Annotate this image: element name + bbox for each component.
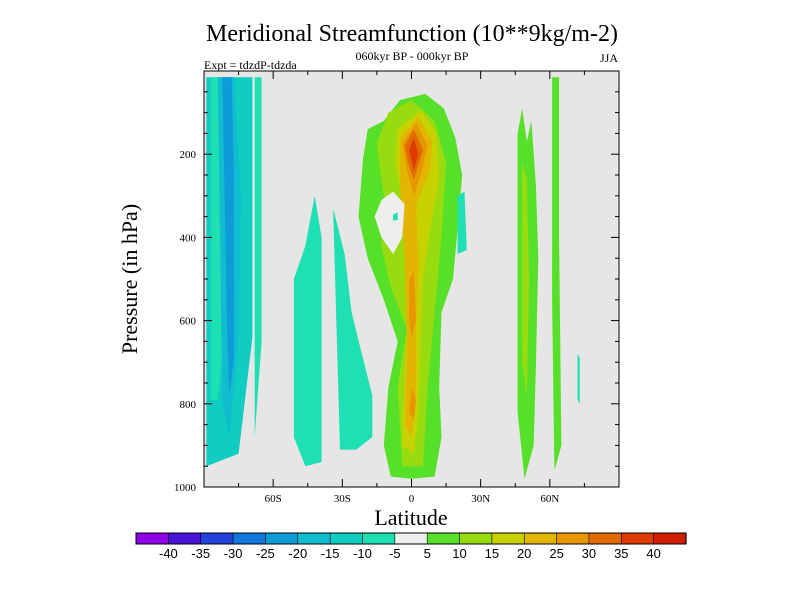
contour-region-20 (522, 162, 530, 396)
colorbar-label: -15 (321, 546, 340, 561)
colorbar-swatch (491, 532, 525, 545)
colorbar-swatch (620, 532, 655, 545)
colorbar-label: -10 (353, 546, 372, 561)
contour-region-5 (293, 195, 322, 467)
colorbar-label: -40 (159, 546, 178, 561)
contour-fill-layer (206, 77, 580, 479)
subtitle-center: 060kyr BP - 000kyr BP (356, 49, 469, 63)
x-tick-label: 0 (409, 493, 415, 505)
colorbar: -40 -35 -30 -25 -20 -15 -10 -5 5 10 15 20 25 30 35 40 (135, 532, 687, 561)
y-tick-label: 600 (180, 316, 197, 328)
chart-title: Meridional Streamfunction (10**9kg/m-2) (206, 21, 618, 47)
colorbar-label: 30 (582, 546, 596, 561)
colorbar-swatch (265, 532, 299, 545)
colorbar-label: -30 (224, 546, 243, 561)
colorbar-swatch (394, 532, 428, 545)
contour-region-15 (409, 137, 419, 171)
colorbar-label: 35 (614, 546, 628, 561)
colorbar-swatch (523, 532, 558, 545)
colorbar-swatch (459, 532, 493, 545)
colorbar-swatch (426, 532, 461, 545)
experiment-label: Expt = tdzdP-tdzda (204, 58, 297, 72)
contour-region-16 (374, 191, 405, 254)
y-tick-label: 400 (180, 232, 197, 244)
x-tick-label: 30N (471, 493, 490, 505)
colorbar-label: 10 (452, 546, 466, 561)
contour-region-13 (409, 387, 417, 421)
contour-region-12 (409, 270, 417, 338)
colorbar-label: -20 (288, 546, 307, 561)
colorbar-label: -25 (256, 546, 275, 561)
x-tick-label: 30S (334, 493, 351, 505)
y-axis-label: Pressure (in hPa) (117, 204, 142, 354)
colorbar-swatch (297, 532, 331, 545)
x-axis-label: Latitude (374, 505, 447, 530)
contour-region-18 (457, 191, 467, 254)
y-tick-label: 1000 (174, 482, 197, 494)
colorbar-label: 25 (549, 546, 563, 561)
colorbar-label: 20 (517, 546, 531, 561)
y-tick-label: 200 (180, 149, 197, 161)
y-tick-label: 800 (180, 399, 197, 411)
colorbar-swatch (135, 532, 169, 545)
season-label: JJA (600, 51, 618, 65)
colorbar-swatch (232, 532, 267, 545)
contour-region-6 (333, 208, 373, 450)
contour-region-22 (577, 353, 580, 404)
x-tick-label: 60S (265, 493, 282, 505)
plot-frame (203, 70, 620, 488)
colorbar-swatch (168, 532, 202, 545)
contour-region-21 (552, 77, 562, 471)
contour-region-4 (254, 77, 262, 438)
colorbar-label: -35 (191, 546, 210, 561)
colorbar-label: -5 (389, 546, 401, 561)
colorbar-label: 40 (646, 546, 660, 561)
colorbar-label: 5 (424, 546, 431, 561)
contour-region-3 (222, 77, 234, 396)
colorbar-frame (135, 532, 687, 545)
x-tick-label: 60N (540, 493, 559, 505)
colorbar-swatch (362, 532, 396, 545)
colorbar-swatch (200, 532, 234, 545)
colorbar-swatch (653, 532, 687, 545)
colorbar-swatch (329, 532, 364, 545)
axis-ticks: 60S 30S 0 30N 60N 200 400 600 800 1000 (174, 71, 619, 505)
colorbar-swatch (588, 532, 622, 545)
contour-region-17 (393, 212, 398, 221)
colorbar-label: 15 (485, 546, 499, 561)
contour-region-10 (400, 116, 433, 438)
colorbar-swatch (556, 532, 590, 545)
